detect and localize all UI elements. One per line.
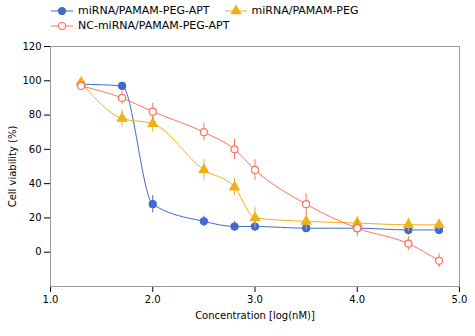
svg-text:5.0: 5.0 xyxy=(452,294,468,305)
svg-text:2.0: 2.0 xyxy=(145,294,161,305)
svg-text:1.0: 1.0 xyxy=(43,294,59,305)
svg-text:60: 60 xyxy=(29,144,42,155)
svg-text:120: 120 xyxy=(22,41,41,52)
html-text:miRNA/PAMAM-PEG: miRNA/PAMAM-PEG xyxy=(251,4,359,17)
svg-text:Cell viability (%): Cell viability (%) xyxy=(7,126,18,208)
svg-text:4.0: 4.0 xyxy=(349,294,365,305)
html-text:NC-miRNA/PAMAM-PEG-APT: NC-miRNA/PAMAM-PEG-APT xyxy=(78,19,230,32)
svg-text:3.0: 3.0 xyxy=(247,294,263,305)
svg-text:0: 0 xyxy=(35,246,41,257)
svg-text:20: 20 xyxy=(29,212,42,223)
html-text:miRNA/PAMAM-PEG-APT: miRNA/PAMAM-PEG-APT xyxy=(78,4,210,17)
svg-text:40: 40 xyxy=(29,178,42,189)
svg-text:100: 100 xyxy=(22,75,41,86)
svg-text:80: 80 xyxy=(29,109,42,120)
svg-text:Concentration [log(nM)]: Concentration [log(nM)] xyxy=(195,310,315,321)
